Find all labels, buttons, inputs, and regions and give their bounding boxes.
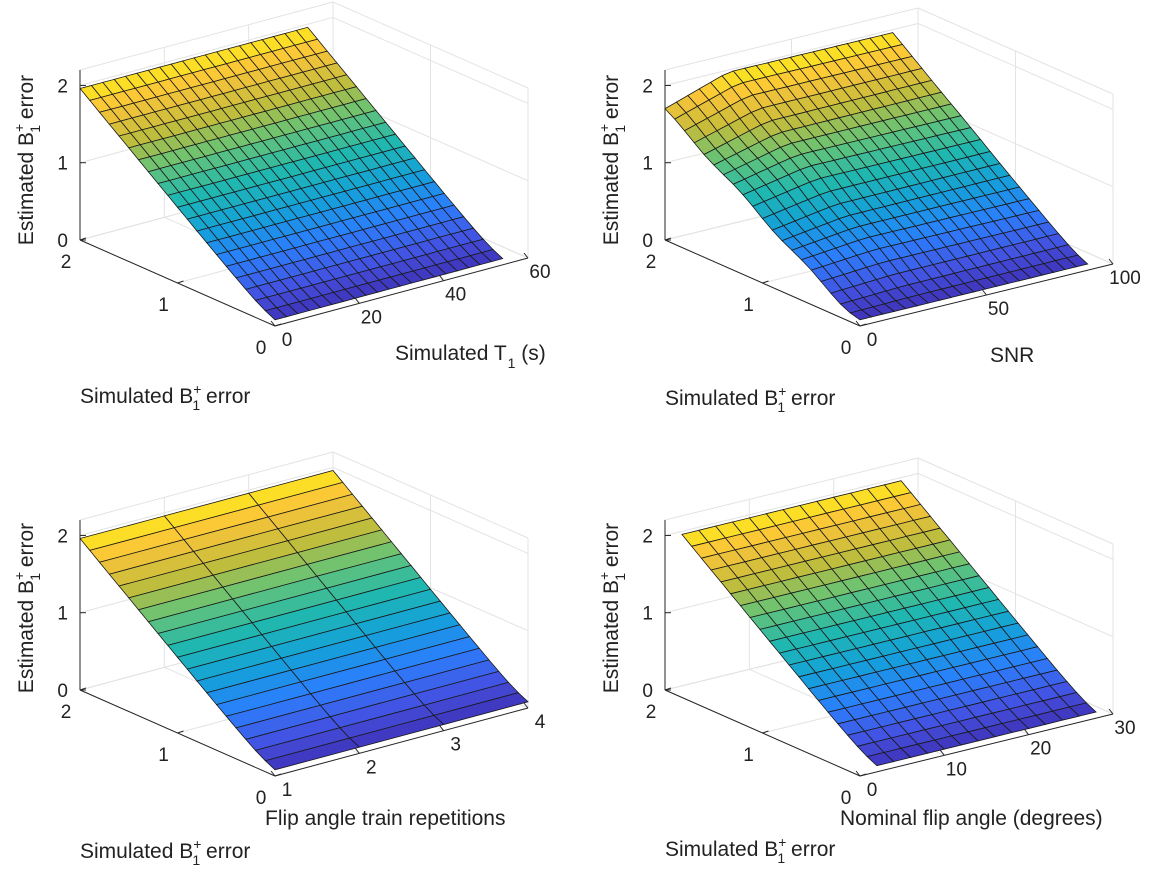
surface-patch: [849, 309, 873, 321]
x-tick-label: 20: [1030, 739, 1051, 760]
x-axis-label: Nominal flip angle (degrees): [840, 807, 1103, 830]
y-tick-label: 0: [841, 788, 852, 809]
z-tick-label: 2: [57, 76, 68, 97]
z-axis-label: Estimated B+1 error: [11, 523, 43, 693]
y-axis-label: Simulated B+ 1 error: [665, 834, 835, 866]
surface: [664, 32, 1089, 321]
surface-patch: [264, 737, 361, 771]
x-axis-label: Simulated T1 (s): [395, 342, 546, 371]
z-tick-label: 0: [57, 231, 68, 252]
y-tick-label: 0: [841, 338, 852, 359]
x-tick-label: 0: [867, 330, 878, 351]
x-tick-label: 1: [282, 780, 293, 801]
surface-patch: [866, 752, 895, 767]
z-axis-label: Estimated B+1 error: [596, 75, 628, 245]
y-tick-label: 1: [158, 295, 169, 316]
y-axis-label: Simulated B+ 1 error: [80, 836, 250, 868]
x-tick-label: 40: [445, 285, 466, 306]
x-tick-label: 0: [867, 780, 878, 801]
x-tick-label: 20: [361, 307, 382, 328]
z-tick-label: 1: [642, 154, 653, 175]
surface: [681, 480, 1097, 767]
z-axis-label: Estimated B+1 error: [11, 75, 43, 245]
y-tick-label: 1: [158, 745, 169, 766]
y-tick-label: 2: [61, 252, 72, 273]
x-tick-label: 60: [529, 262, 550, 283]
z-tick-label: 1: [57, 154, 68, 175]
z-tick-label: 0: [642, 231, 653, 252]
surface: [79, 470, 529, 771]
surface: [79, 26, 504, 321]
y-tick-label: 1: [743, 745, 754, 766]
y-tick-label: 2: [646, 252, 657, 273]
z-tick-label: 2: [642, 76, 653, 97]
z-tick-label: 2: [57, 526, 68, 547]
y-tick-label: 2: [61, 702, 72, 723]
y-tick-label: 1: [743, 295, 754, 316]
z-axis-label: Estimated B+1 error: [596, 523, 628, 693]
y-tick-label: 2: [646, 702, 657, 723]
x-tick-label: 3: [450, 735, 461, 756]
surface-patch: [264, 307, 288, 321]
x-tick-label: 2: [366, 757, 377, 778]
x-tick-label: 30: [1114, 718, 1135, 739]
x-tick-label: 100: [1109, 268, 1141, 289]
y-axis-label: Simulated B+ 1 error: [80, 381, 250, 413]
y-tick-label: 0: [256, 788, 267, 809]
x-tick-label: 50: [988, 299, 1009, 320]
z-tick-label: 1: [642, 604, 653, 625]
z-tick-label: 0: [57, 681, 68, 702]
x-axis-label: Flip angle train repetitions: [265, 807, 505, 830]
y-axis-label: Simulated B+ 1 error: [665, 383, 835, 415]
z-tick-label: 2: [642, 526, 653, 547]
y-tick-label: 0: [256, 338, 267, 359]
x-axis-label: SNR: [990, 344, 1034, 367]
z-tick-label: 1: [57, 604, 68, 625]
x-tick-label: 10: [946, 759, 967, 780]
x-tick-label: 4: [535, 712, 546, 733]
z-tick-label: 0: [642, 681, 653, 702]
x-tick-label: 0: [282, 330, 293, 351]
